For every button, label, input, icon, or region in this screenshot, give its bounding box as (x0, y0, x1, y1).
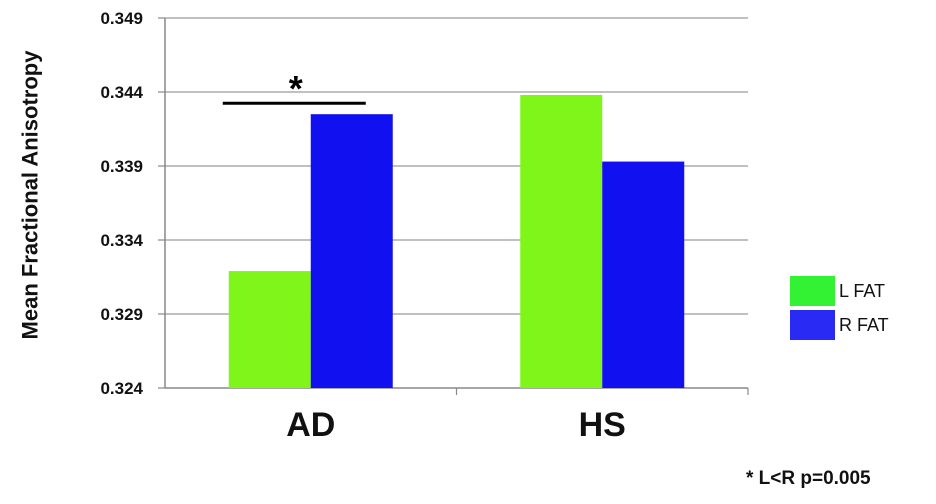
y-tick-label: 0.349 (100, 9, 143, 28)
y-tick-label: 0.329 (100, 305, 143, 324)
significance-asterisk: * (289, 68, 303, 109)
bar-r-fat-hs (602, 161, 685, 388)
bar-r-fat-ad (310, 114, 393, 388)
legend-label-r-fat: R FAT (839, 314, 889, 335)
x-category-label: AD (286, 406, 335, 444)
bar-l-fat-hs (520, 94, 603, 389)
legend-label-l-fat: L FAT (839, 280, 886, 301)
legend-swatch-l-fat (790, 276, 835, 306)
y-tick-label: 0.339 (100, 157, 143, 176)
y-tick-label: 0.334 (100, 231, 143, 250)
legend-item-r-fat: R FAT (790, 308, 889, 342)
bar-l-fat-ad (228, 271, 311, 388)
y-tick-label: 0.344 (100, 83, 143, 102)
legend-item-l-fat: L FAT (790, 274, 889, 308)
significance-footnote: * L<R p=0.005 (746, 468, 871, 489)
legend: L FAT R FAT (790, 274, 889, 342)
y-tick-label: 0.324 (100, 379, 143, 398)
legend-swatch-r-fat (790, 310, 835, 340)
x-category-label: HS (579, 406, 626, 444)
